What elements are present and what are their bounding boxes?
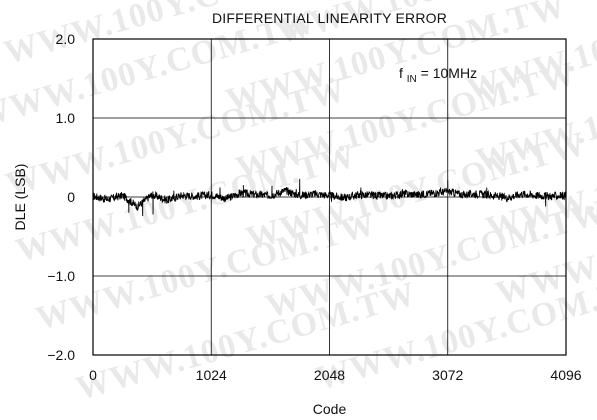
- plot-border: [92, 38, 567, 356]
- x-tick-label: 4096: [550, 367, 581, 383]
- y-tick-label: −2.0: [47, 347, 75, 363]
- annotation-subscript: IN: [407, 74, 417, 85]
- dle-trace: [92, 178, 567, 216]
- annotation-suffix: = 10MHz: [421, 65, 477, 81]
- chart-title: DIFFERENTIAL LINEARITY ERROR: [212, 10, 447, 26]
- x-tick-label: 1024: [196, 367, 227, 383]
- annotation-prefix: f: [399, 65, 403, 81]
- y-tick-label: 0: [67, 189, 75, 205]
- x-tick-label: 0: [89, 367, 97, 383]
- data-series: [92, 178, 567, 216]
- x-tick-label: 3072: [432, 367, 463, 383]
- y-axis-title: DLE (LSB): [12, 164, 28, 231]
- y-axis-ticks: −2.0 −1.0 0 1.0 2.0: [47, 31, 75, 363]
- y-tick-label: −1.0: [47, 268, 75, 284]
- y-tick-label: 2.0: [56, 31, 76, 47]
- frequency-annotation: f IN = 10MHz: [399, 65, 477, 85]
- y-tick-label: 1.0: [56, 110, 76, 126]
- watermark: WWW.100Y.COM.TWWWW.100Y.COM.TWWWW.100Y.C…: [0, 0, 597, 408]
- x-tick-label: 2048: [314, 367, 345, 383]
- x-axis-title: Code: [313, 401, 347, 417]
- x-axis-ticks: 0 1024 2048 3072 4096: [89, 367, 582, 383]
- grid-lines: [93, 39, 566, 355]
